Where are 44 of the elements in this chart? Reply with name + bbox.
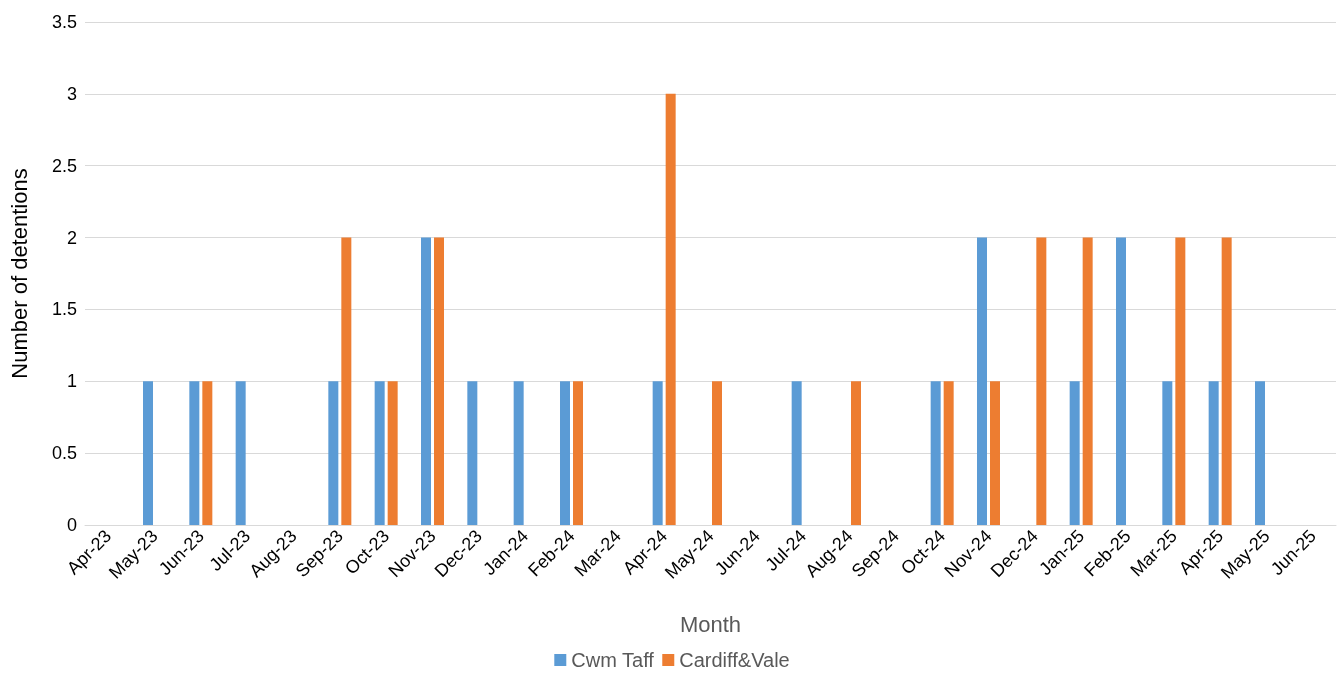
bar xyxy=(1221,237,1232,525)
bar xyxy=(1082,237,1093,525)
bar xyxy=(235,381,246,525)
y-tick-label: 3 xyxy=(66,83,77,104)
bar xyxy=(189,381,200,525)
bar xyxy=(513,381,524,525)
bar xyxy=(341,237,352,525)
bar xyxy=(573,381,583,525)
bar xyxy=(1162,381,1173,525)
bar xyxy=(930,381,941,525)
bar xyxy=(1116,237,1126,525)
bar xyxy=(1069,381,1080,525)
bar xyxy=(467,381,478,525)
bar xyxy=(712,381,722,525)
bar xyxy=(143,381,153,525)
x-axis-title: Month xyxy=(679,611,742,637)
legend-label: Cardiff&Vale xyxy=(679,649,790,671)
bar xyxy=(1255,381,1265,525)
bar xyxy=(387,381,398,525)
bar xyxy=(560,381,570,525)
bar xyxy=(374,381,385,525)
bar xyxy=(990,381,1000,525)
bar xyxy=(943,381,954,525)
bar xyxy=(1036,237,1047,525)
y-axis-title: Number of detentions xyxy=(6,168,32,379)
bar xyxy=(791,381,802,525)
bar xyxy=(1175,237,1186,525)
bar xyxy=(652,381,663,525)
y-tick-label: 2.5 xyxy=(51,155,77,176)
y-tick-label: 1 xyxy=(66,371,77,392)
legend-label: Cwm Taff xyxy=(571,649,655,671)
bar xyxy=(421,237,431,525)
y-tick-label: 0 xyxy=(66,515,77,535)
y-tick-label: 0.5 xyxy=(51,443,77,464)
bar xyxy=(202,381,213,525)
y-tick-label: 3.5 xyxy=(51,12,77,32)
bar xyxy=(434,237,444,525)
bar xyxy=(851,381,861,525)
bar xyxy=(328,381,339,525)
y-tick-label: 2 xyxy=(66,227,77,248)
bar xyxy=(977,237,987,525)
bar xyxy=(665,93,676,525)
bar xyxy=(1208,381,1219,525)
y-tick-label: 1.5 xyxy=(51,299,77,320)
